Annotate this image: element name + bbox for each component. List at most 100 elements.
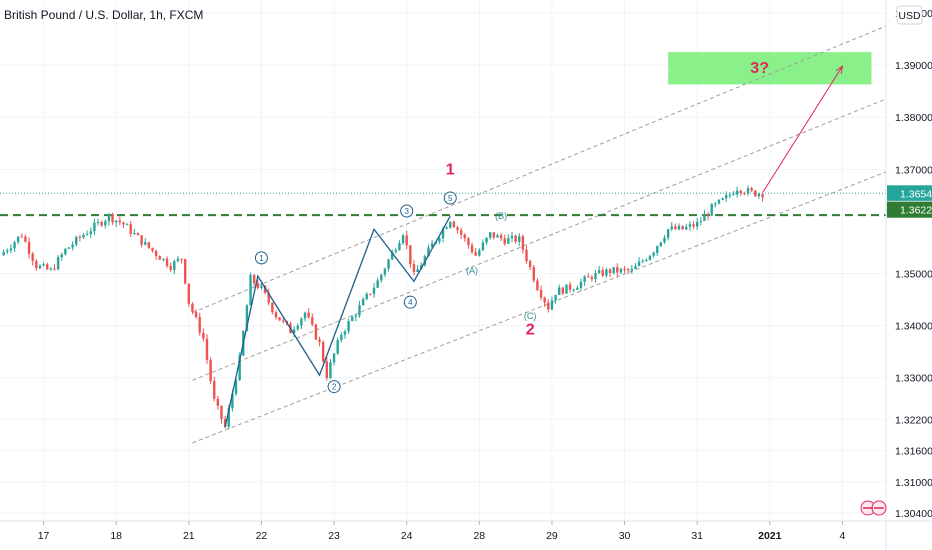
candle-body (111, 214, 114, 223)
time-tick-label: 23 (328, 530, 340, 542)
candle-body (49, 268, 53, 270)
wave-label-circle (403, 295, 417, 309)
candle-body (38, 265, 42, 269)
candle-body (688, 224, 692, 227)
candle-body (71, 244, 74, 248)
candle-body (409, 245, 412, 265)
candle-body (154, 250, 158, 257)
candle-body (361, 299, 365, 306)
candle-body (587, 276, 590, 278)
last-price-tag-bg (887, 185, 932, 202)
channel-line (192, 98, 887, 381)
candle-body (173, 261, 176, 270)
candle-body (42, 264, 45, 266)
wave-label: 3 (404, 207, 409, 216)
candle-body (703, 214, 706, 221)
candle-body (64, 248, 67, 255)
price-axis[interactable]: 1.400001.390001.380001.370001.350001.340… (895, 8, 932, 520)
candle-body (158, 256, 161, 260)
currency-button[interactable]: USD (896, 5, 923, 25)
candle-body (695, 221, 699, 227)
candle-body (616, 267, 619, 273)
wave-degree-label: 2 (526, 321, 535, 338)
candle-body (757, 193, 761, 197)
candle-body (209, 359, 212, 382)
candle-body (521, 236, 525, 250)
candle-body (547, 302, 550, 310)
candle-body (183, 259, 187, 284)
candle-body (579, 281, 583, 288)
candle-body (401, 235, 405, 244)
candle-body (474, 252, 477, 256)
candle-body (452, 221, 456, 228)
time-tick-label: 21 (183, 530, 195, 542)
last-price-tag: 1.36540 (900, 188, 932, 200)
candle-body (369, 293, 372, 295)
projection-arrow-head (835, 65, 844, 75)
candle-body (180, 258, 183, 260)
candle-body (318, 339, 321, 342)
time-axis[interactable]: 17 18 21 22 23 24 28 29 30 31 2021 4 (38, 521, 846, 542)
time-tick-label: 18 (110, 530, 122, 542)
candle-body (390, 251, 394, 260)
time-tick-label: 2021 (758, 530, 782, 542)
candle-body (605, 269, 608, 276)
price-tick-label: 1.35000 (895, 269, 932, 281)
candle-body (387, 259, 390, 269)
candle-body (129, 224, 132, 234)
candle-body (576, 287, 579, 290)
candle-body (24, 236, 27, 242)
candle-body (666, 229, 670, 238)
price-tick-label: 1.39000 (895, 60, 932, 72)
projection-layer: 3? (750, 60, 844, 194)
candle-body (198, 317, 201, 333)
candle-body (296, 325, 299, 330)
candle-body (354, 315, 358, 317)
candle-body (325, 361, 329, 378)
candle-body (467, 238, 470, 246)
candle-body (732, 194, 735, 196)
elliott-wave-path (224, 215, 451, 428)
candle-body (656, 246, 659, 253)
candle-body (267, 292, 270, 303)
candle-body (481, 242, 485, 251)
wave-abc-label: (B) (495, 211, 507, 221)
time-tick-label: 31 (691, 530, 703, 542)
candle-body (187, 283, 191, 304)
candle-body (626, 269, 630, 271)
candle-body (663, 237, 666, 243)
wave-abc-label: (C) (524, 311, 537, 321)
candle-body (463, 234, 466, 239)
wave-label-circle (254, 251, 268, 265)
candle-body (380, 274, 383, 281)
candle-body (507, 237, 510, 244)
target-zone-layer (668, 52, 872, 85)
candle-body (213, 381, 216, 399)
candle-body (35, 261, 38, 269)
candle-body (20, 236, 23, 238)
candle-body (93, 222, 96, 232)
candle-body (263, 285, 267, 293)
candle-body (449, 221, 452, 228)
target-label: 3? (750, 60, 769, 77)
price-tick-label: 1.34000 (895, 321, 932, 333)
candle-body (699, 220, 703, 222)
candle-body (634, 265, 637, 269)
chart-title: British Pound / U.S. Dollar, 1h, FXCM (4, 8, 203, 22)
candle-body (583, 276, 586, 282)
candle-body (252, 274, 256, 284)
candle-body (85, 234, 89, 236)
candle-body (514, 235, 517, 242)
candle-body (300, 318, 303, 326)
candle-body (659, 242, 663, 247)
support-price-tag: 1.36225 (900, 205, 932, 217)
candle-body (561, 287, 565, 294)
candle-body (6, 250, 9, 252)
support-layer (0, 192, 886, 217)
candle-body (100, 221, 103, 226)
candle-body (641, 260, 644, 262)
candle-body (430, 243, 434, 248)
candle-body (681, 225, 684, 230)
candle-body (492, 232, 496, 238)
